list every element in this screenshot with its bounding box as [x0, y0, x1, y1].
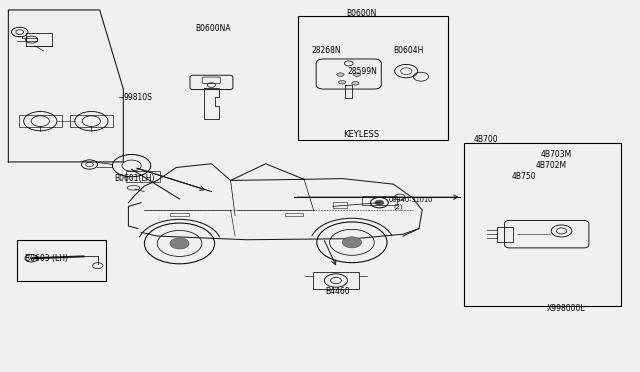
Circle shape	[170, 238, 189, 249]
Bar	[362, 196, 397, 205]
Bar	[333, 202, 347, 208]
Text: B0603 (LH): B0603 (LH)	[25, 254, 68, 263]
Bar	[26, 33, 52, 46]
Text: (2): (2)	[394, 203, 403, 210]
Text: 08340-31010: 08340-31010	[388, 197, 433, 203]
Text: 4B700: 4B700	[473, 135, 498, 144]
Text: 4B702M: 4B702M	[536, 161, 567, 170]
Circle shape	[342, 237, 362, 248]
Bar	[497, 227, 513, 242]
Bar	[464, 143, 621, 307]
Ellipse shape	[353, 73, 361, 76]
Text: B0600N: B0600N	[346, 9, 377, 18]
Ellipse shape	[337, 73, 344, 76]
Bar	[19, 115, 62, 127]
Circle shape	[375, 200, 384, 205]
Text: X998000L: X998000L	[547, 304, 586, 313]
Text: KEYLESS: KEYLESS	[344, 129, 380, 139]
Ellipse shape	[339, 81, 346, 84]
Text: 4B750: 4B750	[511, 172, 536, 181]
Text: 4B703M: 4B703M	[540, 150, 572, 159]
Text: B4460: B4460	[325, 287, 349, 296]
Bar	[70, 115, 113, 127]
Ellipse shape	[352, 81, 359, 85]
Text: B0604H: B0604H	[394, 46, 424, 55]
Bar	[285, 213, 303, 216]
Text: 28268N: 28268N	[312, 46, 341, 55]
Text: 99810S: 99810S	[124, 93, 152, 102]
Bar	[313, 272, 359, 289]
Text: B0601(LH): B0601(LH)	[115, 174, 155, 183]
Bar	[17, 240, 106, 280]
Bar	[298, 16, 448, 140]
Text: B0600NA: B0600NA	[195, 24, 231, 33]
Text: 28599N: 28599N	[348, 67, 378, 76]
Bar	[126, 171, 161, 182]
Bar	[170, 213, 189, 216]
